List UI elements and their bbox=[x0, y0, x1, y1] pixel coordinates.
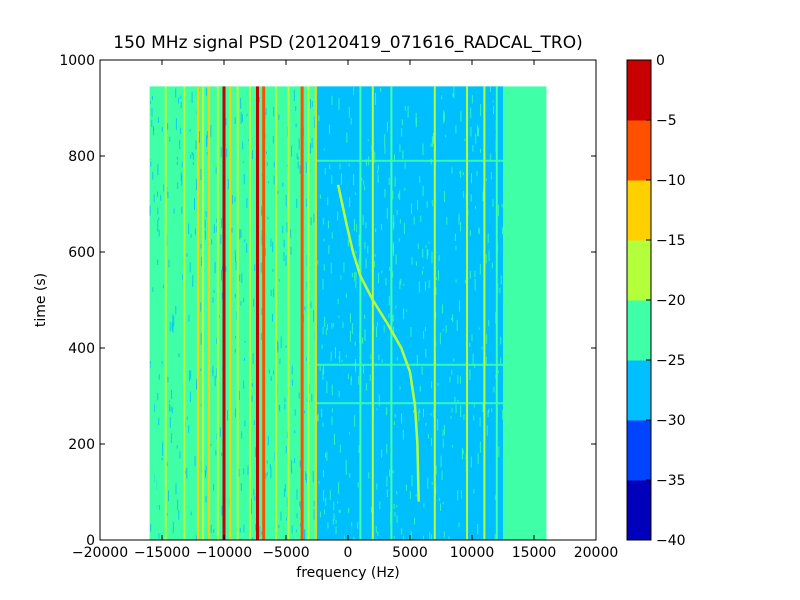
carrier-line bbox=[196, 86, 199, 540]
x-tick-label: −5000 bbox=[262, 545, 309, 561]
noise-texture bbox=[149, 86, 504, 540]
carrier-line bbox=[164, 86, 167, 540]
colorbar-tick-label: −10 bbox=[656, 173, 686, 189]
carrier-line bbox=[307, 86, 310, 540]
colorbar-segment bbox=[627, 480, 651, 541]
background-inner-band bbox=[317, 86, 503, 540]
x-tick-label: 10000 bbox=[450, 545, 495, 561]
x-axis-label: frequency (Hz) bbox=[296, 565, 399, 581]
x-tick-label: −15000 bbox=[134, 545, 190, 561]
x-tick-label: 0 bbox=[344, 545, 353, 561]
colorbar-tick-label: −5 bbox=[656, 113, 677, 129]
carrier-line bbox=[371, 86, 374, 540]
sweep-signal bbox=[336, 184, 420, 502]
x-tick-label: 5000 bbox=[392, 545, 428, 561]
colorbar-tick-label: −35 bbox=[656, 473, 686, 489]
carrier-line bbox=[359, 86, 362, 540]
carrier-line bbox=[433, 86, 436, 540]
carrier-line bbox=[208, 86, 211, 540]
horizontal-streak bbox=[149, 402, 547, 405]
colorbar-segment bbox=[627, 120, 651, 181]
chart-title: 150 MHz signal PSD (20120419_071616_RADC… bbox=[113, 33, 582, 53]
y-tick-label: 400 bbox=[68, 341, 95, 357]
horizontal-streak bbox=[149, 159, 547, 162]
carrier-line bbox=[183, 86, 186, 540]
carrier-line bbox=[287, 86, 290, 540]
y-tick-label: 1000 bbox=[59, 53, 95, 69]
colorbar-tick-label: −40 bbox=[656, 533, 686, 549]
carrier-line bbox=[236, 86, 239, 540]
horizontal-streak bbox=[149, 363, 547, 366]
colorbar-segment bbox=[627, 300, 651, 361]
carrier-line bbox=[201, 86, 204, 540]
carrier-line bbox=[255, 86, 259, 540]
x-axis: −20000 −15000 −10000 −5000 0 5000 10000 15000 20… bbox=[72, 60, 618, 561]
y-tick-label: 600 bbox=[68, 245, 95, 261]
colorbar-tick-label: 0 bbox=[656, 53, 665, 69]
carrier-line bbox=[314, 86, 317, 540]
colorbar-tick-label: −15 bbox=[656, 233, 686, 249]
y-tick-label: 800 bbox=[68, 149, 95, 165]
x-tick-label: 15000 bbox=[512, 545, 557, 561]
x-tick-label: −10000 bbox=[196, 545, 252, 561]
spectrogram-image bbox=[149, 86, 547, 540]
carrier-line bbox=[262, 86, 266, 540]
colorbar-segment bbox=[627, 180, 651, 241]
x-tick-label: −20000 bbox=[72, 545, 128, 561]
y-tick-label: 0 bbox=[86, 533, 95, 549]
carrier-line bbox=[249, 86, 252, 540]
colorbar-tick-label: −30 bbox=[656, 413, 686, 429]
y-axis-label: time (s) bbox=[33, 273, 49, 327]
colorbar-segment bbox=[627, 420, 651, 481]
carrier-line bbox=[495, 86, 498, 540]
carrier-line bbox=[300, 86, 304, 540]
y-axis: 0 200 400 600 800 1000 bbox=[59, 53, 596, 549]
carrier-line bbox=[222, 86, 226, 540]
colorbar-segment bbox=[627, 360, 651, 421]
carrier-line bbox=[216, 86, 219, 540]
x-tick-label: 20000 bbox=[574, 545, 619, 561]
colorbar-tick-label: −20 bbox=[656, 293, 686, 309]
carrier-line bbox=[275, 86, 278, 540]
colorbar-segment bbox=[627, 60, 651, 121]
colorbar-segment bbox=[627, 240, 651, 301]
carrier-line bbox=[390, 86, 393, 540]
colorbar: −40 −35 −30 −25 −20 −15 −10 −5 0 bbox=[626, 53, 686, 549]
y-tick-label: 200 bbox=[68, 437, 95, 453]
carrier-line bbox=[154, 86, 157, 540]
carrier-line bbox=[229, 86, 232, 540]
carrier-line bbox=[466, 86, 469, 540]
colorbar-tick-label: −25 bbox=[656, 353, 686, 369]
carrier-line bbox=[483, 86, 486, 540]
